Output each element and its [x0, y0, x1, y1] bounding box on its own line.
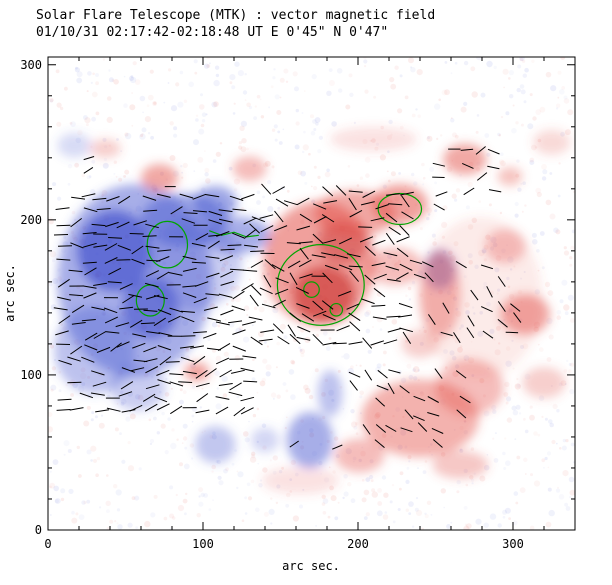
plot-area [48, 57, 575, 530]
figure-title: Solar Flare Telescope (MTK) : vector mag… [36, 8, 435, 23]
x-tick-label: 100 [192, 537, 214, 551]
y-axis-label: arc sec. [3, 264, 17, 322]
x-tick-label: 0 [44, 537, 51, 551]
y-tick-label: 300 [20, 58, 42, 72]
y-tick-label: 0 [35, 523, 42, 537]
y-tick-label: 200 [20, 213, 42, 227]
x-axis-label: arc sec. [282, 559, 340, 573]
y-tick-label: 100 [20, 368, 42, 382]
plot-frame [47, 56, 576, 531]
figure-subtitle: 01/10/31 02:17:42-02:18:48 UT E 0'45" N … [36, 25, 388, 40]
x-tick-label: 300 [502, 537, 524, 551]
polarity-blob-layer [54, 126, 571, 495]
x-tick-label: 200 [347, 537, 369, 551]
vector-field-layer [53, 146, 522, 450]
axis-ticks: 0 100 200 300 0 100 200 300 [20, 57, 575, 551]
